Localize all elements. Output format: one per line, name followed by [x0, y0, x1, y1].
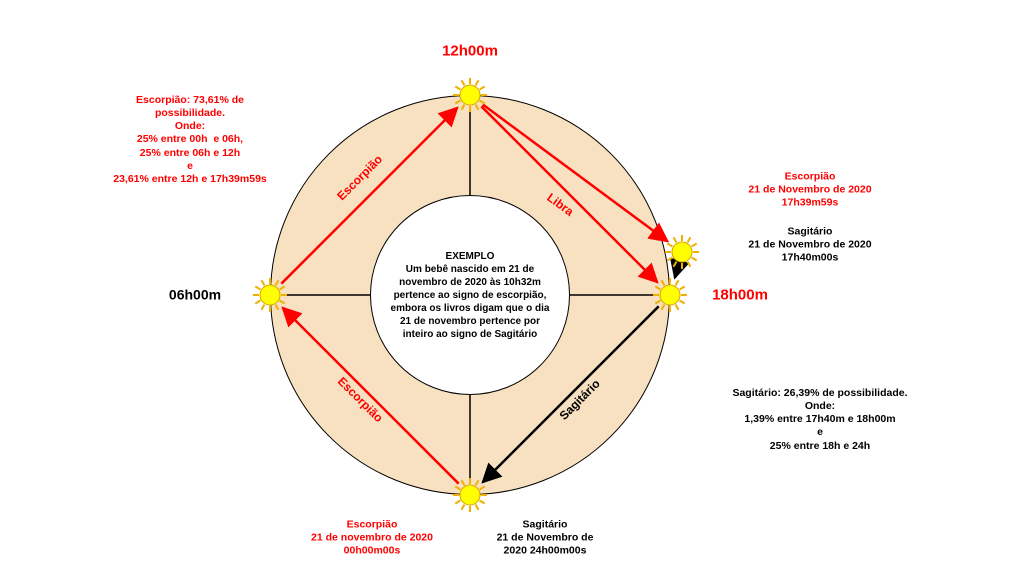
diagram-stage: EXEMPLO Um bebê nascido em 21 de novembr…	[0, 0, 1024, 576]
center-title: EXEMPLO	[385, 250, 555, 263]
inner-ring: EXEMPLO Um bebê nascido em 21 de novembr…	[370, 195, 570, 395]
label-right-block: Sagitário: 26,39% de possibilidade. Onde…	[732, 387, 907, 453]
sun-icon-top	[453, 78, 487, 112]
sun-icon-transition	[665, 235, 699, 269]
sun-icon-left	[253, 278, 287, 312]
sun-icon-bottom	[453, 478, 487, 512]
time-label-left: 06h00m	[169, 286, 221, 304]
sun-icon-right	[653, 278, 687, 312]
time-label-right: 18h00m	[712, 287, 768, 306]
label-bottom-escorpiao: Escorpião 21 de novembro de 2020 00h00m0…	[311, 518, 433, 557]
label-bottom-sagitario: Sagitário 21 de Novembro de 2020 24h00m0…	[497, 518, 594, 557]
center-body: Um bebê nascido em 21 de novembro de 202…	[385, 263, 555, 341]
center-text: EXEMPLO Um bebê nascido em 21 de novembr…	[385, 250, 555, 341]
time-label-top: 12h00m	[442, 43, 498, 62]
label-transition-sagitario: Sagitário 21 de Novembro de 2020 17h40m0…	[748, 225, 871, 264]
label-transition-escorpiao: Escorpião 21 de Novembro de 2020 17h39m5…	[748, 170, 871, 209]
label-left-block: Escorpião: 73,61% de possibilidade. Onde…	[113, 94, 267, 186]
